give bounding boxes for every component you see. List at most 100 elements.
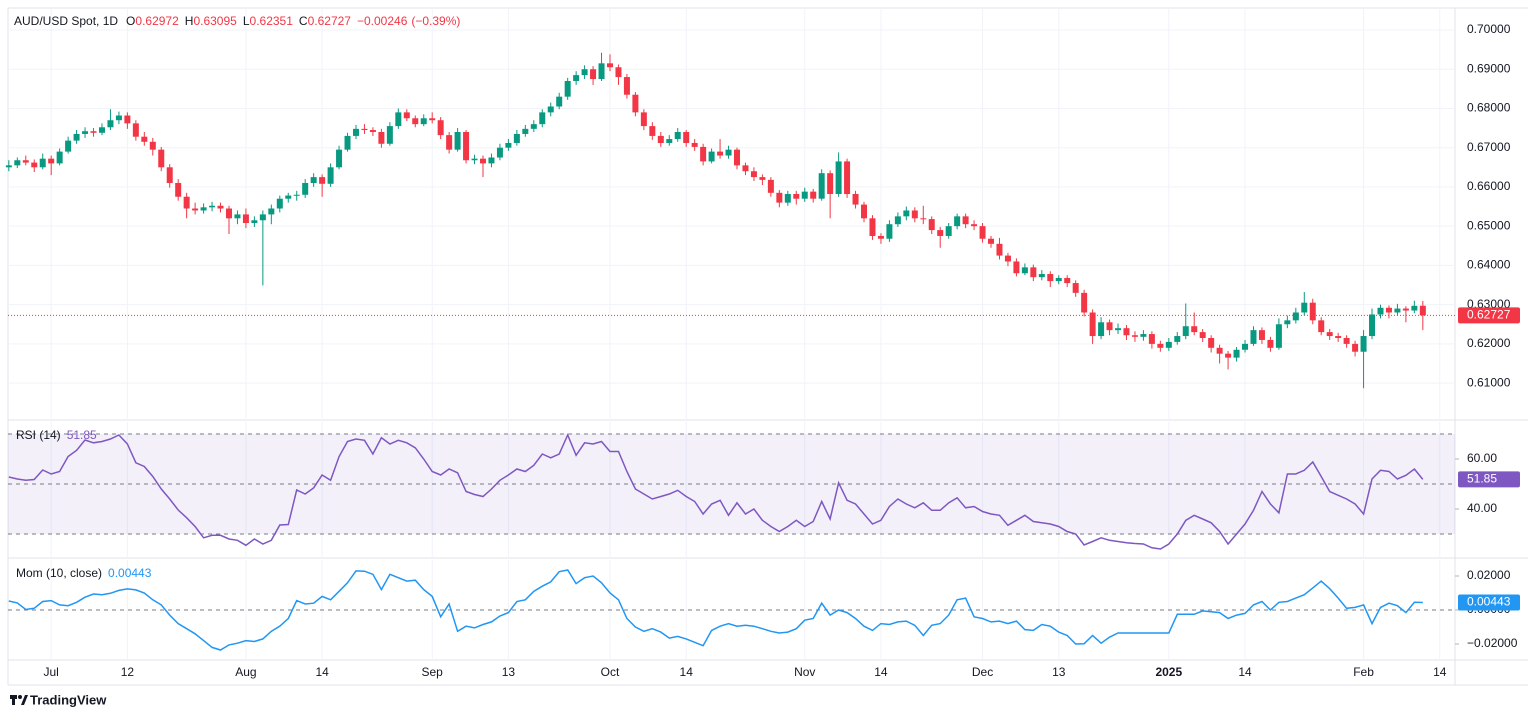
candle-body (1115, 328, 1122, 331)
last-price-badge (1458, 307, 1520, 324)
candle-body (192, 208, 199, 211)
value-badge (1458, 471, 1520, 488)
candle-body (361, 128, 368, 131)
candle-body (369, 130, 376, 132)
value-badge (1458, 594, 1520, 611)
candle-body (234, 214, 241, 219)
candle-body (90, 131, 97, 133)
candle-body (581, 69, 588, 76)
candle-body (505, 142, 512, 148)
ohlc-label: C (299, 14, 308, 28)
candle-body (1335, 336, 1342, 338)
candle-body (869, 218, 876, 236)
candle-body (971, 224, 978, 227)
candle-body (988, 238, 995, 244)
x-tick-label: Sep (422, 665, 444, 679)
value-badge-label: 0.00443 (1467, 595, 1511, 609)
candle-body (352, 128, 359, 136)
candle-body (115, 115, 122, 121)
candle-body (65, 140, 72, 152)
candle-body (98, 127, 105, 133)
candle-body (1165, 341, 1172, 348)
x-tick-label: 2025 (1155, 665, 1182, 679)
candle-body (1377, 307, 1384, 315)
candle-body (107, 120, 114, 128)
candle-body (827, 173, 834, 194)
y-tick-label: 0.69000 (1467, 61, 1511, 75)
ohlc-value: 0.63095 (193, 14, 237, 28)
candle-body (141, 136, 148, 142)
candle-body (1208, 337, 1215, 348)
candle-body (1411, 305, 1418, 311)
candle-body (1267, 339, 1274, 348)
x-tick-label: Feb (1353, 665, 1374, 679)
x-tick-label: Aug (235, 665, 256, 679)
candle-body (632, 94, 639, 113)
x-tick-label: 14 (315, 665, 329, 679)
candle-body (1352, 343, 1359, 352)
candle-body (894, 216, 901, 225)
y-tick-label: 60.00 (1467, 451, 1497, 465)
candle-body (1385, 307, 1392, 313)
candle-body (1191, 326, 1198, 333)
candle-body (903, 210, 910, 217)
candle-body (1250, 330, 1257, 344)
candle-body (564, 80, 571, 97)
candle-body (403, 112, 410, 119)
x-tick-label: 13 (1052, 665, 1066, 679)
candle-body (734, 149, 741, 166)
candle-body (861, 204, 868, 219)
candle-body (1343, 337, 1350, 344)
candle-body (1233, 349, 1240, 358)
chart-title: AUD/USD Spot, 1D (14, 14, 118, 28)
y-tick-label: 0.70000 (1467, 22, 1511, 36)
candle-body (573, 75, 580, 81)
ohlc-label: L (243, 14, 250, 28)
candle-body (1140, 334, 1147, 337)
indicator-name: Mom (10, close) (16, 566, 102, 580)
candle-body (166, 167, 173, 184)
candle-body (513, 133, 520, 143)
value-badge-label: 51.85 (1467, 472, 1497, 486)
candle-body (327, 167, 334, 184)
candle-body (835, 161, 842, 194)
candle-body (183, 196, 190, 209)
candle-body (1013, 261, 1020, 274)
candle-body (1199, 332, 1206, 338)
indicator-line (8, 433, 1424, 550)
brand: TradingView (30, 692, 107, 707)
brand-logo (10, 695, 28, 705)
candle-body (446, 135, 453, 150)
candle-body (217, 205, 224, 209)
candle-body (82, 131, 89, 134)
ohlc-value: 0.62727 (308, 14, 352, 28)
candle-body (395, 112, 402, 127)
candle-body (1182, 326, 1189, 337)
candle-body (158, 149, 165, 168)
candle-body (14, 160, 21, 166)
x-tick-label: 13 (502, 665, 516, 679)
candle-body (420, 118, 427, 125)
candle-body (717, 151, 724, 156)
candle-body (801, 191, 808, 199)
candle-body (725, 149, 732, 156)
candle-body (1284, 320, 1291, 325)
candle-body (1258, 330, 1265, 340)
candle-body (1242, 343, 1249, 350)
candle-body (784, 193, 791, 203)
candle-body (209, 205, 216, 208)
candle-body (1021, 267, 1028, 274)
y-tick-label: 40.00 (1467, 501, 1497, 515)
candle-body (22, 160, 29, 163)
candle-body (124, 115, 131, 124)
candle-body (454, 131, 461, 150)
candle-body (336, 149, 343, 168)
candle-body (886, 224, 893, 239)
candle-body (759, 177, 766, 180)
candle-body (302, 183, 309, 195)
candle-body (293, 194, 300, 196)
candle-body (1318, 320, 1325, 333)
candle-body (1098, 322, 1105, 337)
ohlc-label: H (185, 14, 194, 28)
change-pct: (−0.39%) (411, 14, 460, 28)
